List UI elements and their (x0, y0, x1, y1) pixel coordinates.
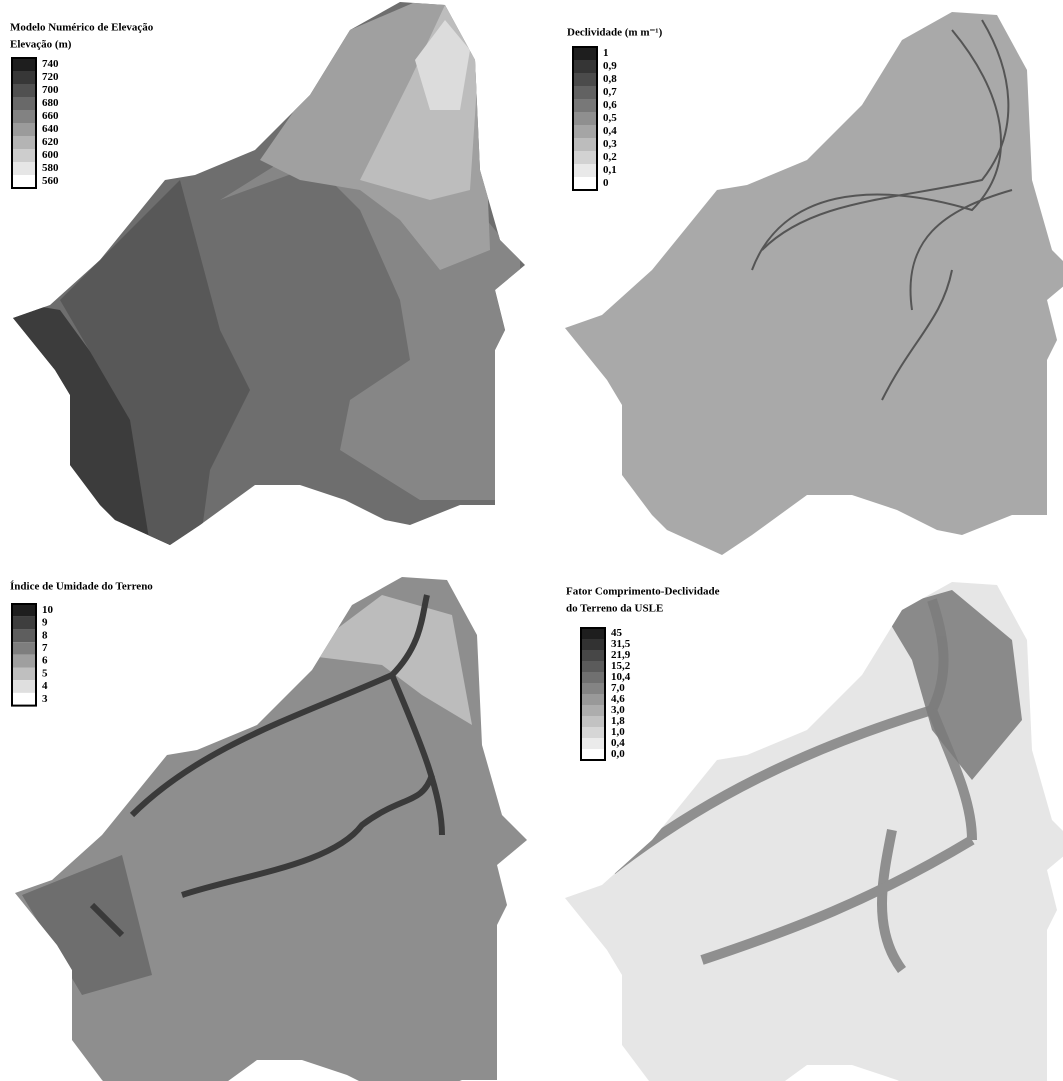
panel-title: Declividade (m m⁻¹) (567, 27, 663, 39)
slope-map (565, 12, 1063, 555)
ls-factor-map (565, 582, 1063, 1081)
legend-label: 9 (42, 617, 48, 629)
elevation-map (0, 0, 525, 545)
legend-swatch (573, 112, 597, 125)
legend-swatch (12, 84, 36, 97)
legend-swatch (573, 125, 597, 138)
legend-label: 680 (42, 97, 59, 109)
panel-title: Modelo Numérico de Elevação (10, 22, 154, 34)
legend-label: 0,7 (603, 86, 617, 98)
legend-swatch (12, 629, 36, 642)
wetness-map (15, 577, 527, 1081)
legend-label: 0,3 (603, 138, 617, 150)
legend-label: 10 (42, 604, 54, 616)
legend-label: 560 (42, 175, 59, 187)
legend-label: 0 (603, 177, 609, 189)
legend-swatch (573, 177, 597, 190)
legend-swatch (12, 693, 36, 706)
legend-label: 0,2 (603, 151, 617, 163)
panel-title: Índice de Umidade do Terreno (10, 581, 153, 593)
legend-swatch (581, 749, 605, 760)
legend-label: 4 (42, 680, 48, 692)
legend-swatch (573, 60, 597, 73)
legend-label: 600 (42, 149, 59, 161)
legend-swatch (573, 138, 597, 151)
legend-swatch (573, 86, 597, 99)
legend-swatch (12, 680, 36, 693)
legend-swatch (573, 164, 597, 177)
panel-title: Fator Comprimento-Declividade (566, 586, 720, 598)
panel-title: Elevação (m) (10, 39, 72, 51)
legend-label: 620 (42, 136, 59, 148)
legend-label: 740 (42, 58, 59, 70)
legend-label: 5 (42, 667, 48, 679)
legend-swatch (573, 47, 597, 60)
legend-swatch (581, 683, 605, 694)
legend-swatch (573, 99, 597, 112)
legend-label: 640 (42, 123, 59, 135)
figure: Modelo Numérico de Elevação Elevação (m) 7… (0, 0, 1063, 1081)
legend-swatch (573, 73, 597, 86)
legend-swatch (581, 661, 605, 672)
legend-label: 0,8 (603, 73, 617, 85)
legend-swatch (581, 650, 605, 661)
legend-swatch (12, 123, 36, 136)
legend-label: 700 (42, 84, 59, 96)
legend-swatch (12, 162, 36, 175)
legend-label: 0,1 (603, 164, 617, 176)
legend-label: 0,5 (603, 112, 617, 124)
legend-swatch (12, 136, 36, 149)
legend-swatch (573, 151, 597, 164)
legend-swatch (12, 71, 36, 84)
legend-swatch (12, 668, 36, 681)
legend-swatch (581, 672, 605, 683)
legend-swatch (581, 727, 605, 738)
legend-swatch (12, 617, 36, 630)
legend-swatch (581, 738, 605, 749)
legend-swatch (581, 628, 605, 639)
legend-swatch (12, 175, 36, 188)
legend-label: 0,0 (611, 748, 625, 760)
legend-swatch (581, 716, 605, 727)
legend-label: 8 (42, 629, 48, 641)
legend-swatch (12, 655, 36, 668)
legend-swatch (12, 97, 36, 110)
legend-label: 6 (42, 655, 48, 667)
legend-swatch (581, 639, 605, 650)
legend-label: 0,6 (603, 99, 617, 111)
legend-label: 580 (42, 162, 59, 174)
legend-swatch (12, 642, 36, 655)
legend-swatch (12, 110, 36, 123)
legend-label: 3 (42, 693, 48, 705)
legend-label: 0,4 (603, 125, 617, 137)
legend-label: 660 (42, 110, 59, 122)
legend-swatch (12, 149, 36, 162)
legend-swatch (581, 694, 605, 705)
legend-label: 7 (42, 642, 48, 654)
legend-label: 720 (42, 71, 59, 83)
legend-swatch (581, 705, 605, 716)
panel-title: do Terreno da USLE (566, 603, 663, 615)
legend-label: 1 (603, 47, 609, 59)
legend-swatch (12, 604, 36, 617)
legend-label: 0,9 (603, 60, 617, 72)
legend-swatch (12, 58, 36, 71)
